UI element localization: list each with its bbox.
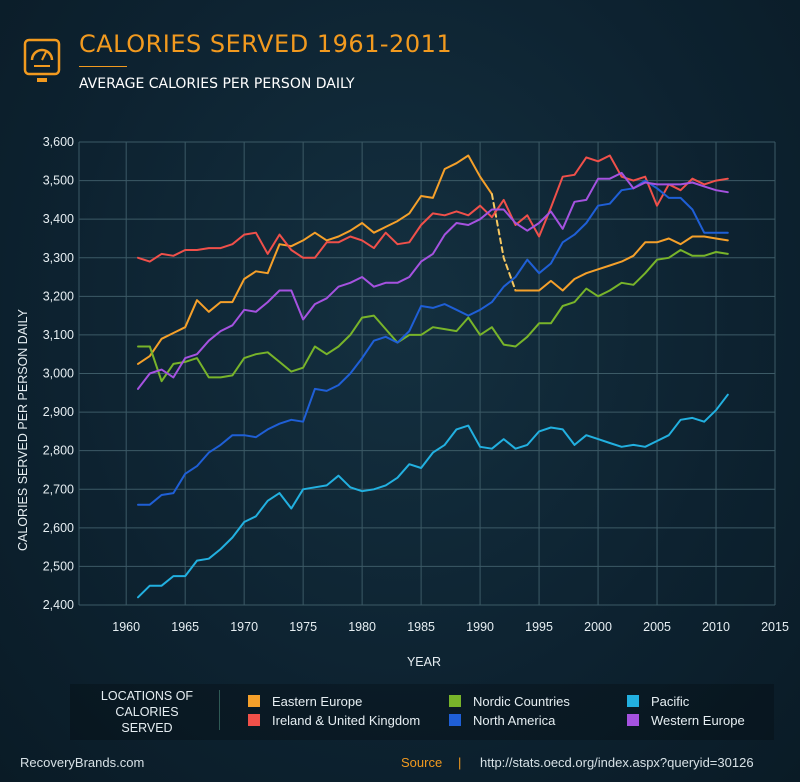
series-line bbox=[137, 393, 729, 599]
y-tick-label: 2,700 bbox=[43, 482, 74, 496]
y-tick-label: 3,500 bbox=[43, 174, 74, 188]
legend-swatch bbox=[627, 714, 639, 726]
y-tick-label: 3,400 bbox=[43, 212, 74, 226]
x-tick-label: 2010 bbox=[702, 620, 730, 634]
legend-item-western-europe: Western Europe bbox=[627, 712, 745, 728]
y-axis-label: CALORIES SERVED PER PERSON DAILY bbox=[16, 308, 30, 551]
x-tick-labels: 1960 1965 1970 1975 1980 1985 1990 1995 2000 2005… bbox=[112, 620, 789, 634]
legend-item-north-america: North America bbox=[449, 712, 555, 728]
x-tick-label: 1965 bbox=[171, 620, 199, 634]
x-tick-label: 1980 bbox=[348, 620, 376, 634]
legend-swatch bbox=[449, 695, 461, 707]
series-line bbox=[514, 235, 729, 292]
series-line bbox=[490, 193, 517, 292]
series-line bbox=[137, 179, 729, 506]
x-axis-label: YEAR bbox=[407, 655, 441, 669]
legend-label: Western Europe bbox=[651, 712, 745, 728]
legend-item-pacific: Pacific bbox=[627, 693, 689, 709]
y-tick-labels: 2,400 2,500 2,600 2,700 2,800 2,900 3,000 3,100… bbox=[43, 135, 74, 612]
source-label: Source bbox=[401, 755, 443, 770]
legend bbox=[70, 684, 774, 740]
y-tick-label: 2,400 bbox=[43, 598, 74, 612]
series-line bbox=[137, 249, 729, 383]
legend-swatch bbox=[449, 714, 461, 726]
y-tick-label: 3,200 bbox=[43, 289, 74, 303]
legend-item-nordic: Nordic Countries bbox=[449, 693, 570, 709]
line-chart: 2,400 2,500 2,600 2,700 2,800 2,900 3,000 3,100… bbox=[16, 135, 789, 669]
x-tick-label: 2000 bbox=[584, 620, 612, 634]
chart-grid bbox=[78, 141, 776, 606]
legend-item-ireland-uk: Ireland & United Kingdom bbox=[248, 712, 420, 728]
y-tick-label: 3,100 bbox=[43, 328, 74, 342]
scale-icon bbox=[22, 38, 62, 84]
y-tick-label: 2,500 bbox=[43, 559, 74, 573]
legend-label: Pacific bbox=[651, 693, 690, 709]
y-tick-label: 2,600 bbox=[43, 521, 74, 535]
legend-swatch bbox=[248, 714, 260, 726]
legend-title: LOCATIONS OF CALORIES SERVED bbox=[100, 689, 194, 735]
page-subtitle: AVERAGE CALORIES PER PERSON DAILY bbox=[79, 76, 355, 92]
series-line bbox=[137, 154, 729, 263]
x-tick-label: 2015 bbox=[761, 620, 789, 634]
title-divider bbox=[79, 66, 127, 67]
x-tick-label: 1985 bbox=[407, 620, 435, 634]
legend-item-eastern-europe: Eastern Europe bbox=[248, 693, 362, 709]
source-url[interactable]: http://stats.oecd.org/index.aspx?queryid… bbox=[480, 755, 754, 770]
series-line bbox=[137, 154, 493, 365]
legend-label: Eastern Europe bbox=[272, 693, 363, 709]
x-tick-label: 2005 bbox=[643, 620, 671, 634]
page-title: CALORIES SERVED 1961-2011 bbox=[79, 30, 453, 58]
x-tick-label: 1960 bbox=[112, 620, 140, 634]
legend-swatch bbox=[627, 695, 639, 707]
legend-label: Ireland & United Kingdom bbox=[272, 712, 421, 728]
legend-label: Nordic Countries bbox=[473, 693, 570, 709]
legend-swatch bbox=[248, 695, 260, 707]
chart-series bbox=[137, 154, 729, 599]
y-tick-label: 3,600 bbox=[43, 135, 74, 149]
legend-divider bbox=[219, 690, 220, 730]
x-tick-label: 1975 bbox=[289, 620, 317, 634]
y-tick-label: 2,900 bbox=[43, 405, 74, 419]
site-credit: RecoveryBrands.com bbox=[20, 755, 145, 770]
series-line bbox=[137, 171, 729, 390]
x-tick-label: 1970 bbox=[230, 620, 258, 634]
legend-label: North America bbox=[473, 712, 556, 728]
x-tick-label: 1995 bbox=[525, 620, 553, 634]
y-tick-label: 3,300 bbox=[43, 251, 74, 265]
footer-separator: | bbox=[458, 755, 462, 770]
y-tick-label: 3,000 bbox=[43, 367, 74, 381]
y-tick-label: 2,800 bbox=[43, 444, 74, 458]
x-tick-label: 1990 bbox=[466, 620, 494, 634]
